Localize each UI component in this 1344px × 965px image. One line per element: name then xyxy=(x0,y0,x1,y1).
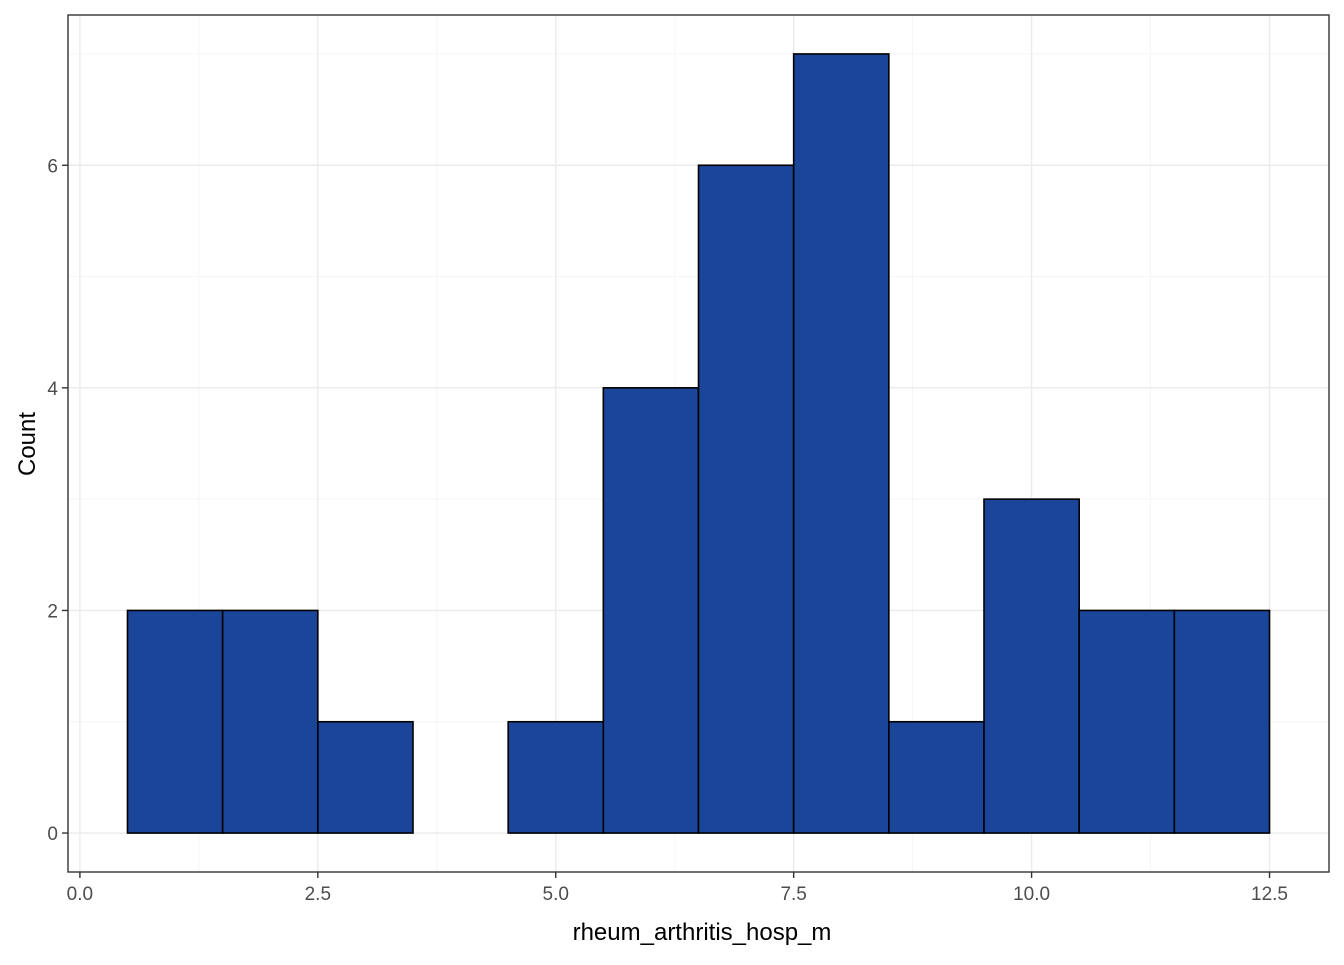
histogram-bar xyxy=(983,498,1080,834)
y-axis-title: Count xyxy=(14,412,41,476)
x-tick-label: 5.0 xyxy=(543,884,569,905)
histogram-bar xyxy=(317,720,414,834)
y-tick-label: 2 xyxy=(47,601,58,622)
histogram-bar xyxy=(602,387,700,834)
x-tick-label: 7.5 xyxy=(780,884,806,905)
histogram-bar xyxy=(507,720,605,834)
x-tick-label: 2.5 xyxy=(305,884,331,905)
histogram-bars xyxy=(126,53,1271,834)
y-tick-label: 6 xyxy=(47,156,58,177)
x-tick-label: 10.0 xyxy=(1013,884,1050,905)
axes: 0.0 2.5 5.0 7.5 10.0 12.5 0 2 4 6 xyxy=(47,14,1330,905)
histogram-bar xyxy=(1173,609,1271,834)
histogram-bar xyxy=(792,53,890,834)
x-tick-label: 0.0 xyxy=(67,884,93,905)
histogram-bar xyxy=(126,609,224,834)
histogram-bar xyxy=(697,164,795,834)
y-tick-label: 0 xyxy=(47,824,58,845)
x-axis-title: rheum_arthritis_hosp_m xyxy=(573,919,832,946)
panel-border xyxy=(67,14,1330,873)
y-tick-label: 4 xyxy=(47,379,58,400)
x-tick-label: 12.5 xyxy=(1251,884,1288,905)
histogram-bar xyxy=(1078,609,1176,834)
histogram-bar xyxy=(888,720,985,834)
histogram-bar xyxy=(221,609,319,834)
